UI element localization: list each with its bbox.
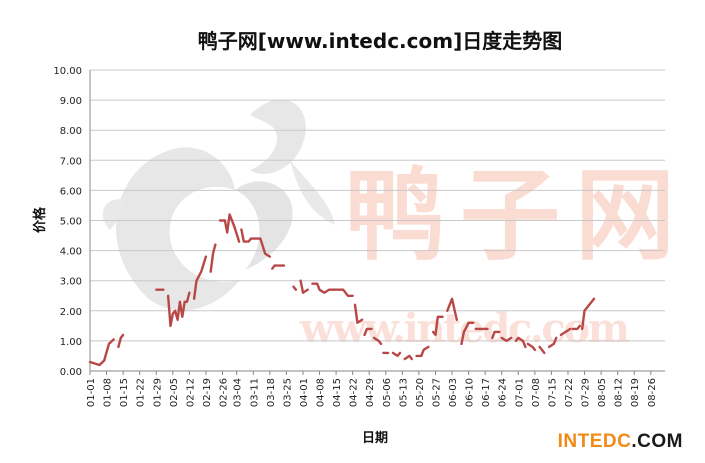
series-line-segment bbox=[538, 345, 546, 355]
x-tick-label: 01-01 bbox=[86, 378, 97, 407]
y-axis-title: 价格 bbox=[32, 206, 48, 233]
brand-logo: INTEDC.COM bbox=[558, 431, 683, 453]
x-tick-label: 02-12 bbox=[185, 378, 196, 407]
x-tick-label: 06-17 bbox=[481, 378, 492, 407]
series-line-segment bbox=[240, 228, 271, 258]
series-line-segment bbox=[415, 345, 430, 358]
x-tick-label: 03-04 bbox=[233, 378, 244, 407]
x-tick-label: 03-11 bbox=[249, 378, 260, 407]
x-tick-label: 03-18 bbox=[266, 378, 277, 407]
series-line-segment bbox=[117, 333, 125, 349]
y-tick-label: 2.00 bbox=[60, 307, 82, 318]
series-line-segment bbox=[271, 264, 286, 270]
x-tick-label: 02-05 bbox=[169, 378, 180, 407]
x-tick-label: 02-26 bbox=[219, 378, 230, 407]
x-tick-label: 04-15 bbox=[332, 378, 343, 407]
y-tick-label: 5.00 bbox=[60, 217, 82, 228]
x-tick-label: 05-20 bbox=[415, 378, 426, 407]
y-tick-label: 8.00 bbox=[60, 126, 82, 137]
series-line-segment bbox=[372, 336, 383, 346]
x-tick-label: 05-13 bbox=[398, 378, 409, 407]
series-line-segment bbox=[559, 327, 572, 337]
series-line-segment bbox=[166, 291, 191, 328]
series-line-segment bbox=[391, 351, 402, 358]
x-tick-label: 02-19 bbox=[202, 378, 213, 407]
y-tick-label: 7.00 bbox=[60, 156, 82, 167]
axes bbox=[89, 70, 665, 375]
series-line-segment bbox=[460, 321, 475, 346]
y-tick-label: 9.00 bbox=[60, 96, 82, 107]
price-series bbox=[88, 213, 596, 367]
y-tick-label: 6.00 bbox=[60, 186, 82, 197]
x-tick-label: 08-19 bbox=[630, 378, 641, 407]
brand-logo-part2: .COM bbox=[631, 431, 683, 452]
x-tick-label: 08-26 bbox=[647, 378, 658, 407]
x-tick-label: 04-08 bbox=[316, 378, 327, 407]
x-axis-ticks: 01-01 01-08 01-15 01-22 01-29 02-05 02-12 02-19… bbox=[86, 378, 658, 407]
series-line-segment bbox=[403, 354, 413, 361]
series-line-segment bbox=[218, 213, 241, 243]
series-line-segment bbox=[491, 330, 501, 340]
series-line-segment bbox=[209, 243, 217, 273]
series-line-segment bbox=[299, 279, 309, 294]
x-tick-label: 05-27 bbox=[431, 378, 442, 407]
x-tick-label: 07-29 bbox=[581, 378, 592, 407]
series-line-segment bbox=[581, 297, 596, 331]
series-line-segment bbox=[353, 303, 364, 324]
duck-logo-watermark bbox=[102, 99, 335, 311]
y-tick-label: 10.00 bbox=[53, 66, 82, 77]
chart-title: 鸭子网[www.intedc.com]日度走势图 bbox=[198, 29, 562, 53]
x-tick-label: 01-22 bbox=[136, 378, 147, 407]
series-line-segment bbox=[514, 336, 527, 349]
y-tick-label: 1.00 bbox=[60, 337, 82, 348]
series-line-segment bbox=[88, 338, 115, 367]
brand-logo-part1: INTEDC bbox=[557, 431, 632, 452]
x-tick-label: 03-25 bbox=[282, 378, 293, 407]
x-tick-label: 01-29 bbox=[152, 378, 163, 407]
x-tick-label: 06-03 bbox=[448, 378, 459, 407]
x-tick-label: 07-15 bbox=[547, 378, 558, 407]
x-tick-label: 01-08 bbox=[103, 378, 114, 407]
x-tick-label: 05-06 bbox=[382, 378, 393, 407]
series-line-segment bbox=[292, 285, 298, 291]
x-tick-label: 07-01 bbox=[514, 378, 525, 407]
series-line-segment bbox=[363, 327, 373, 337]
series-line-segment bbox=[547, 336, 558, 349]
series-line-segment bbox=[431, 315, 444, 337]
x-tick-label: 04-22 bbox=[349, 378, 360, 407]
y-tick-label: 0.00 bbox=[60, 367, 82, 378]
x-tick-label: 08-05 bbox=[597, 378, 608, 407]
series-line-segment bbox=[500, 336, 513, 343]
series-line-segment bbox=[192, 255, 208, 300]
series-line-segment bbox=[571, 324, 581, 331]
watermark: 鸭子网 www.intedc.com bbox=[102, 99, 675, 352]
y-tick-label: 4.00 bbox=[60, 247, 82, 258]
x-axis-title: 日期 bbox=[362, 431, 388, 446]
x-tick-label: 07-22 bbox=[564, 378, 575, 407]
x-tick-label: 04-01 bbox=[299, 378, 310, 407]
series-line-segment bbox=[311, 282, 354, 297]
watermark-chinese-text: 鸭子网 bbox=[345, 156, 675, 274]
x-tick-label: 01-15 bbox=[119, 378, 130, 407]
x-tick-label: 07-08 bbox=[531, 378, 542, 407]
series-line-segment bbox=[446, 297, 458, 321]
x-tick-label: 06-24 bbox=[498, 378, 509, 407]
y-tick-label: 3.00 bbox=[60, 277, 82, 288]
x-tick-label: 06-10 bbox=[465, 378, 476, 407]
x-tick-label: 04-29 bbox=[365, 378, 376, 407]
y-axis-ticks: 0.00 1.00 2.00 3.00 4.00 5.00 6.00 7.00 8.00 9.00… bbox=[53, 66, 82, 378]
series-line-segment bbox=[526, 342, 537, 352]
x-tick-label: 08-12 bbox=[614, 378, 625, 407]
